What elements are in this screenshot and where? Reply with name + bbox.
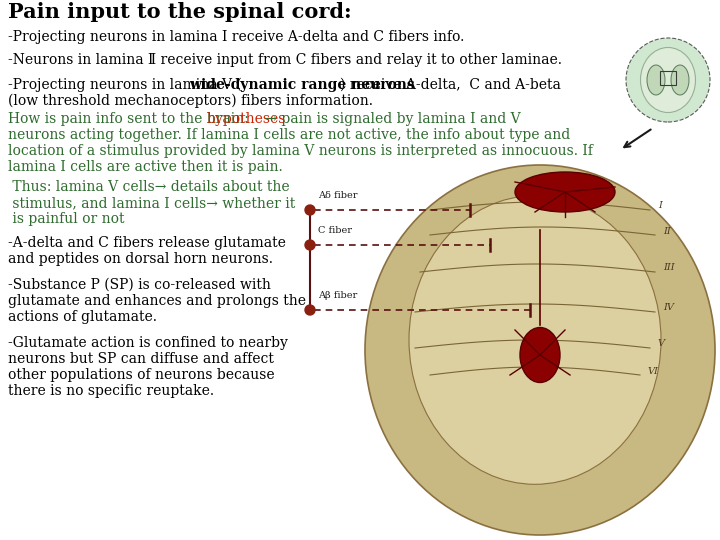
Text: lamina I cells are active then it is pain.: lamina I cells are active then it is pai… — [8, 160, 283, 174]
Text: Thus: lamina V cells→ details about the: Thus: lamina V cells→ details about the — [8, 180, 289, 194]
Text: Pain input to the spinal cord:: Pain input to the spinal cord: — [8, 2, 351, 22]
Text: -Substance P (SP) is co-released with: -Substance P (SP) is co-released with — [8, 278, 271, 292]
Text: is painful or not: is painful or not — [8, 212, 125, 226]
Text: Aδ fiber: Aδ fiber — [318, 191, 358, 200]
Text: neurons acting together. If lamina I cells are not active, the info about type a: neurons acting together. If lamina I cel… — [8, 128, 570, 142]
Text: II: II — [663, 226, 671, 235]
Text: -Projecting neurons in lamina I receive A-delta and C fibers info.: -Projecting neurons in lamina I receive … — [8, 30, 464, 44]
Text: wide-dynamic range neurons: wide-dynamic range neurons — [189, 78, 415, 92]
Text: and peptides on dorsal horn neurons.: and peptides on dorsal horn neurons. — [8, 252, 273, 266]
Text: ) receive A-delta,  C and A-beta: ) receive A-delta, C and A-beta — [340, 78, 561, 92]
Text: there is no specific reuptake.: there is no specific reuptake. — [8, 384, 214, 398]
Text: actions of glutamate.: actions of glutamate. — [8, 310, 157, 324]
Text: other populations of neurons because: other populations of neurons because — [8, 368, 274, 382]
Circle shape — [305, 305, 315, 315]
Text: -Glutamate action is confined to nearby: -Glutamate action is confined to nearby — [8, 336, 288, 350]
Ellipse shape — [520, 327, 560, 382]
Ellipse shape — [641, 48, 696, 112]
Text: hypotheses: hypotheses — [206, 112, 285, 126]
Circle shape — [305, 205, 315, 215]
Ellipse shape — [409, 195, 661, 484]
Text: Aβ fiber: Aβ fiber — [318, 291, 357, 300]
Circle shape — [305, 240, 315, 250]
Text: neurons but SP can diffuse and affect: neurons but SP can diffuse and affect — [8, 352, 274, 366]
Text: III: III — [663, 264, 675, 273]
Text: I: I — [658, 201, 662, 211]
Text: How is pain info sent to the brain:: How is pain info sent to the brain: — [8, 112, 253, 126]
Text: → pain is signaled by lamina I and V: → pain is signaled by lamina I and V — [261, 112, 521, 126]
Text: VI: VI — [648, 367, 659, 375]
Text: glutamate and enhances and prolongs the: glutamate and enhances and prolongs the — [8, 294, 306, 308]
Text: (low threshold mechanoceptors) fibers information.: (low threshold mechanoceptors) fibers in… — [8, 94, 373, 109]
Ellipse shape — [671, 65, 689, 95]
Ellipse shape — [365, 165, 715, 535]
Text: -A-delta and C fibers release glutamate: -A-delta and C fibers release glutamate — [8, 236, 286, 250]
Ellipse shape — [647, 65, 665, 95]
Text: stimulus, and lamina I cells→ whether it: stimulus, and lamina I cells→ whether it — [8, 196, 295, 210]
Ellipse shape — [515, 172, 615, 212]
Text: location of a stimulus provided by lamina V neurons is interpreted as innocuous.: location of a stimulus provided by lamin… — [8, 144, 593, 158]
Circle shape — [626, 38, 710, 122]
Text: -Projecting neurons in lamina V (: -Projecting neurons in lamina V ( — [8, 78, 242, 92]
Text: -Neurons in lamina Ⅱ receive input from C fibers and relay it to other laminae.: -Neurons in lamina Ⅱ receive input from … — [8, 53, 562, 67]
Text: IV: IV — [663, 303, 674, 313]
Text: C fiber: C fiber — [318, 226, 352, 235]
Bar — [660, 71, 676, 85]
Text: V: V — [658, 340, 665, 348]
